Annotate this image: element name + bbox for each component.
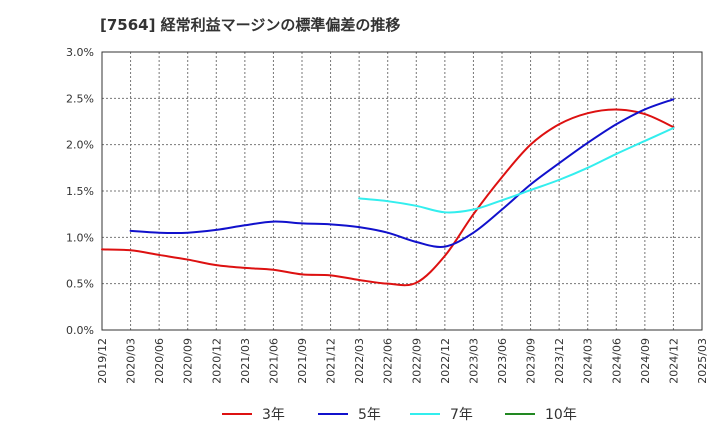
y-tick-label: 1.0% bbox=[66, 231, 94, 244]
x-tick-label: 2022/03 bbox=[353, 338, 366, 384]
x-tick-label: 2022/09 bbox=[410, 338, 423, 384]
x-tick-label: 2019/12 bbox=[96, 338, 109, 384]
y-tick-label: 1.5% bbox=[66, 185, 94, 198]
legend-label: 10年 bbox=[545, 407, 577, 423]
x-tick-label: 2024/03 bbox=[582, 338, 595, 384]
x-tick-label: 2021/09 bbox=[296, 338, 309, 384]
legend-label: 7年 bbox=[450, 407, 473, 423]
x-tick-label: 2020/09 bbox=[182, 338, 195, 384]
grid bbox=[101, 51, 703, 331]
y-tick-label: 0.0% bbox=[66, 324, 94, 337]
chart-title: [7564] 経常利益マージンの標準偏差の推移 bbox=[100, 16, 401, 34]
x-tick-label: 2021/06 bbox=[267, 338, 280, 384]
y-tick-label: 2.0% bbox=[66, 139, 94, 152]
y-tick-label: 0.5% bbox=[66, 278, 94, 291]
x-tick-label: 2023/03 bbox=[467, 338, 480, 384]
y-tick-label: 2.5% bbox=[66, 92, 94, 105]
plot-frame bbox=[101, 51, 703, 331]
x-tick-label: 2024/09 bbox=[639, 338, 652, 384]
legend-label: 5年 bbox=[358, 407, 381, 423]
x-tick-labels: 2019/12 2020/03 2020/06 2020/09 2020/12 2021/… bbox=[96, 338, 709, 384]
series-line-1 bbox=[101, 108, 675, 287]
y-tick-labels: 0.0% 0.5% 1.0% 1.5% 2.0% 2.5% 3.0% bbox=[66, 46, 94, 337]
x-tick-label: 2022/06 bbox=[382, 338, 395, 384]
series-line-3 bbox=[358, 126, 675, 214]
x-tick-label: 2024/12 bbox=[667, 338, 680, 384]
x-tick-label: 2023/12 bbox=[553, 338, 566, 384]
x-tick-label: 2025/03 bbox=[696, 338, 709, 384]
x-tick-label: 2021/12 bbox=[325, 338, 338, 384]
x-tick-label: 2020/12 bbox=[210, 338, 223, 384]
x-tick-label: 2022/12 bbox=[439, 338, 452, 384]
x-tick-label: 2024/06 bbox=[610, 338, 623, 384]
legend: 3年 5年 7年 10年 bbox=[222, 407, 577, 423]
legend-label: 3年 bbox=[262, 407, 285, 423]
y-tick-label: 3.0% bbox=[66, 46, 94, 59]
x-tick-label: 2020/03 bbox=[125, 338, 138, 384]
x-tick-label: 2020/06 bbox=[153, 338, 166, 384]
series-line-2 bbox=[129, 98, 675, 248]
series-lines bbox=[101, 98, 675, 287]
x-tick-label: 2023/09 bbox=[525, 338, 538, 384]
x-tick-label: 2023/06 bbox=[496, 338, 509, 384]
x-tick-label: 2021/03 bbox=[239, 338, 252, 384]
